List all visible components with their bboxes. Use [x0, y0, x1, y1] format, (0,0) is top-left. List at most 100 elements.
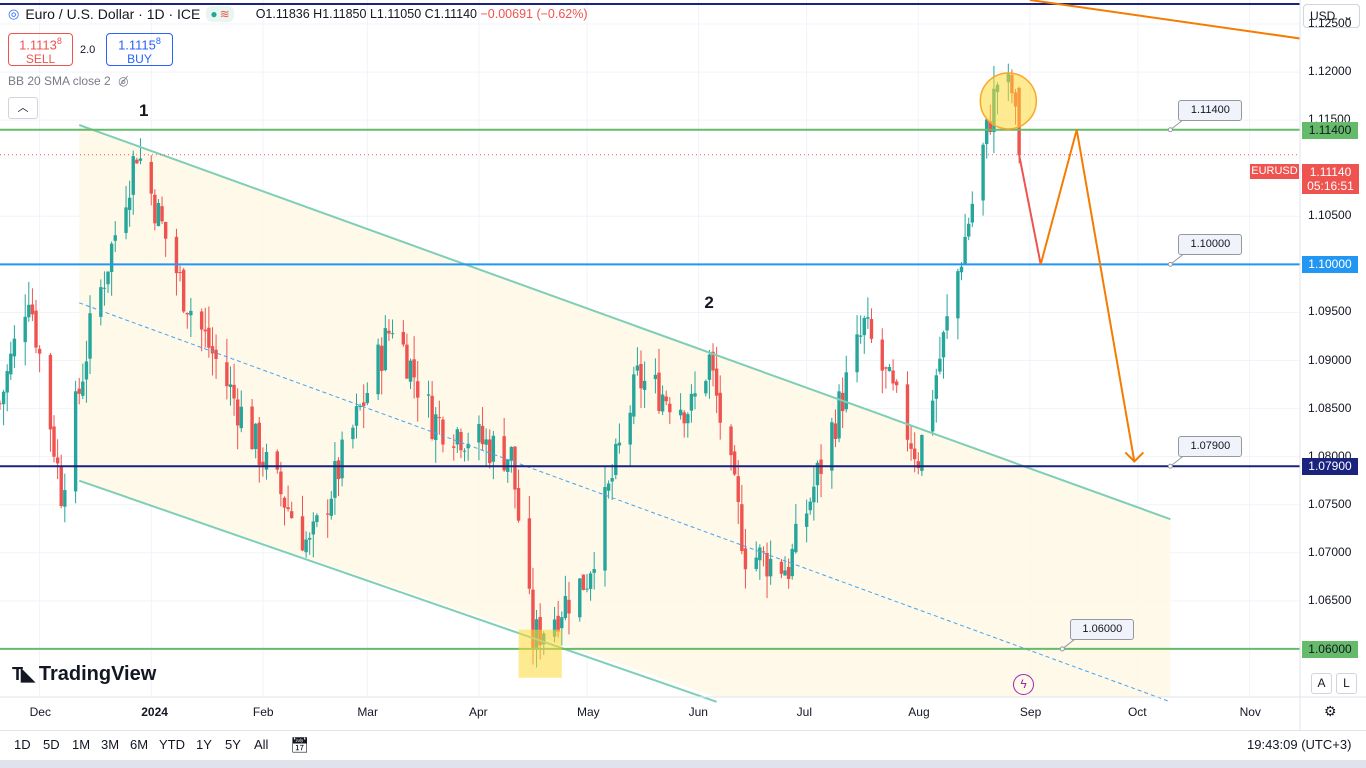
- candle: [329, 491, 334, 520]
- candle: [9, 341, 13, 380]
- candle: [289, 501, 294, 519]
- calendar-range-icon[interactable]: 📅︎: [290, 737, 310, 754]
- level-price-tag: 1.11400: [1302, 121, 1358, 139]
- callout-anchor: [1059, 646, 1065, 652]
- time-tick-label: Oct: [1127, 705, 1147, 719]
- time-tick-label: Jul: [796, 705, 812, 719]
- candle: [23, 294, 27, 366]
- candle: [214, 334, 218, 379]
- candle-body: [718, 392, 722, 423]
- candle-body: [768, 558, 773, 577]
- candle-body: [160, 206, 164, 222]
- candle-body: [754, 557, 758, 569]
- candle-body: [480, 425, 485, 445]
- timeframe-button[interactable]: 5Y: [225, 737, 241, 752]
- status-pill[interactable]: ● ≋: [206, 6, 234, 22]
- candle: [462, 448, 467, 462]
- sell-button[interactable]: 1.11138 SELL: [8, 33, 73, 66]
- currency-select[interactable]: USD ⌄: [1303, 4, 1360, 28]
- candle: [664, 390, 668, 406]
- indicator-legend[interactable]: BB 20 SMA close 2 ◎̸: [8, 74, 129, 88]
- timeframe-button[interactable]: 6M: [130, 737, 149, 752]
- candle: [261, 447, 265, 477]
- candle: [941, 330, 946, 379]
- timeframe-button[interactable]: 3M: [101, 737, 120, 752]
- candle: [326, 499, 330, 538]
- candle-body: [833, 423, 838, 439]
- buy-button[interactable]: 1.11158 BUY: [106, 33, 173, 66]
- candle: [754, 541, 758, 572]
- log-scale-button[interactable]: L: [1336, 673, 1357, 694]
- candle: [405, 333, 409, 379]
- callout-anchor: [1167, 127, 1173, 133]
- candle: [362, 384, 366, 429]
- candle-body: [779, 561, 784, 574]
- candle: [84, 340, 89, 403]
- timeframe-button[interactable]: YTD: [159, 737, 185, 752]
- bottom-strip: [0, 760, 1366, 768]
- candle-body: [135, 159, 139, 164]
- eye-hidden-icon[interactable]: ◎̸: [118, 74, 129, 88]
- clock-timezone[interactable]: 19:43:09 (UTC+3): [1247, 737, 1352, 752]
- price-callout[interactable]: 1.07900: [1178, 436, 1243, 458]
- candle: [956, 268, 960, 340]
- timeframe-button[interactable]: 5D: [43, 737, 60, 752]
- candle: [934, 368, 938, 423]
- candle-body: [466, 443, 470, 449]
- timeframe-button[interactable]: 1M: [72, 737, 91, 752]
- candle: [812, 467, 816, 521]
- channel-midline: [79, 302, 1171, 703]
- candle-body: [794, 523, 798, 553]
- timeframe-button[interactable]: All: [254, 737, 269, 752]
- candle-body: [585, 588, 589, 590]
- candle: [477, 415, 481, 461]
- timeframe-button[interactable]: 1D: [14, 737, 31, 752]
- candle-body: [462, 450, 467, 452]
- candle: [985, 118, 989, 159]
- candle-body: [37, 348, 42, 354]
- auto-scale-button[interactable]: A: [1311, 673, 1332, 694]
- lightning-event-icon[interactable]: ϟ: [1013, 674, 1034, 695]
- price-callout[interactable]: 1.06000: [1070, 618, 1135, 640]
- collapse-legend-button[interactable]: ︿: [8, 97, 38, 119]
- callout-anchor: [1167, 463, 1173, 469]
- candle-body: [153, 194, 157, 224]
- candle-body: [884, 367, 888, 369]
- tradingview-logo[interactable]: T◣ TradingView: [12, 663, 156, 686]
- candle-body: [509, 446, 514, 461]
- close-value: C1.11140: [424, 7, 478, 21]
- candle-body: [985, 119, 989, 144]
- candle: [113, 221, 117, 253]
- level-price-tag: 1.06000: [1302, 640, 1358, 658]
- settings-gear-icon[interactable]: ⚙: [1324, 703, 1337, 719]
- candle: [606, 480, 611, 499]
- price-callout[interactable]: 1.11400: [1178, 99, 1243, 121]
- candle: [513, 446, 517, 509]
- candle-body: [862, 318, 866, 336]
- symbol-title[interactable]: Euro / U.S. Dollar · 1D · ICE: [25, 6, 201, 22]
- candle-body: [228, 384, 233, 387]
- candle: [390, 319, 395, 339]
- candle-body: [239, 406, 243, 429]
- price-callout[interactable]: 1.10000: [1178, 234, 1243, 256]
- timeframe-button[interactable]: 1Y: [196, 737, 212, 752]
- candle: [682, 410, 686, 438]
- candle: [300, 495, 305, 552]
- candles: [0, 63, 1021, 668]
- candle-body: [5, 371, 9, 393]
- candle: [804, 499, 809, 543]
- candle: [437, 400, 442, 435]
- candle-body: [307, 537, 312, 540]
- candle-body: [707, 354, 712, 380]
- candle: [815, 460, 820, 503]
- candle: [264, 443, 269, 480]
- candle-body: [804, 513, 809, 527]
- candle-body: [812, 486, 816, 503]
- candle: [884, 366, 888, 389]
- candle-body: [106, 271, 110, 285]
- candle-body: [52, 426, 56, 457]
- candle-body: [401, 331, 406, 345]
- candle: [73, 380, 78, 504]
- candle: [909, 424, 913, 461]
